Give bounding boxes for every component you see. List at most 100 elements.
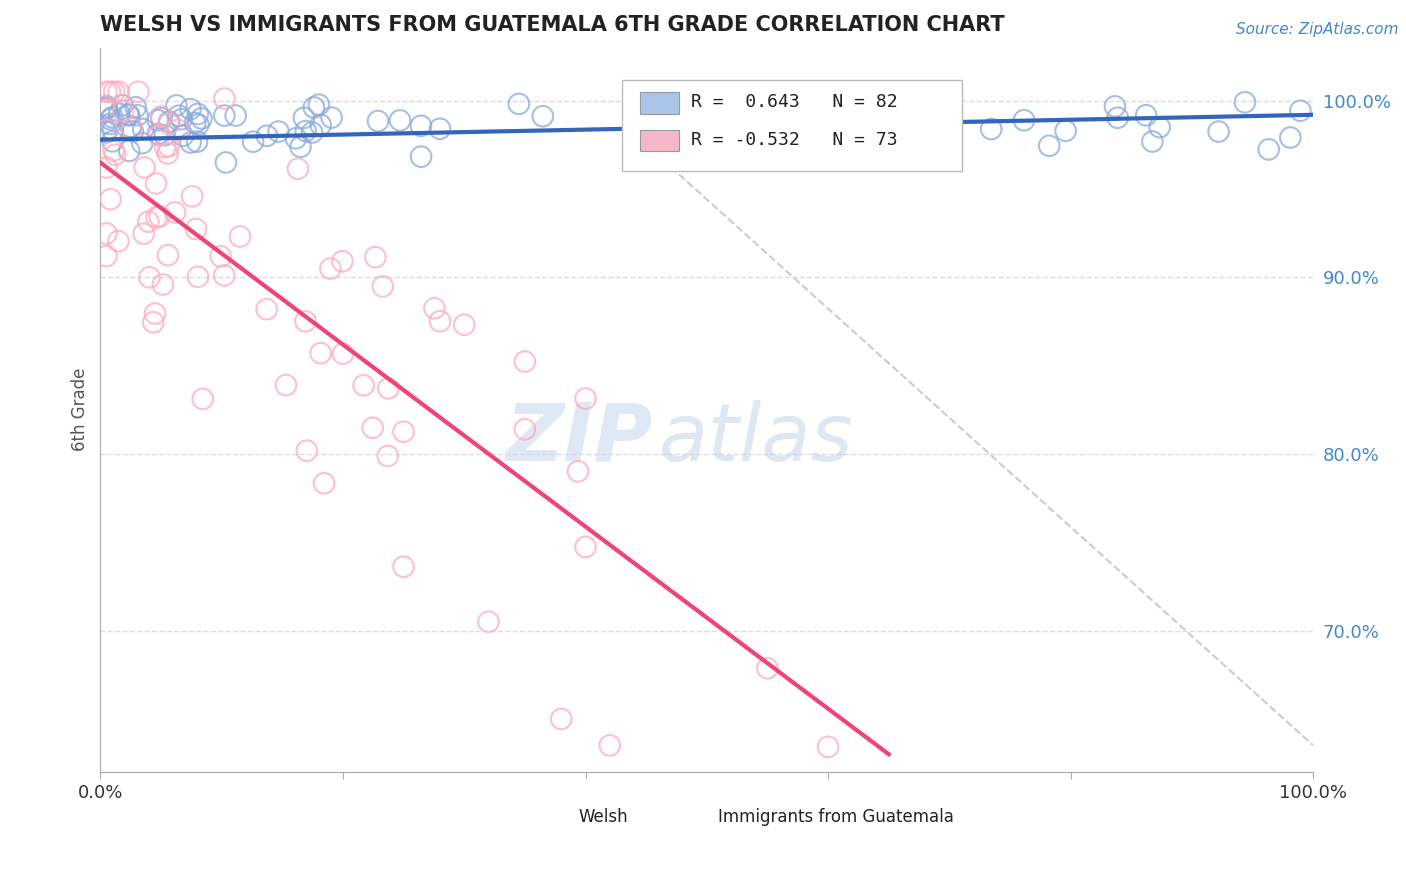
Point <box>104 147 127 161</box>
Point <box>142 315 165 329</box>
Point <box>166 98 188 112</box>
Point <box>423 301 446 316</box>
Point <box>922 110 945 124</box>
Point <box>1104 99 1126 113</box>
Point <box>157 114 180 128</box>
Point <box>367 114 389 128</box>
Point <box>150 111 173 125</box>
Text: R = -0.532   N = 73: R = -0.532 N = 73 <box>690 130 897 149</box>
Point <box>107 85 129 99</box>
Point <box>353 378 375 392</box>
Point <box>225 109 247 123</box>
Point <box>256 128 278 143</box>
Point <box>409 119 432 133</box>
Point <box>157 117 180 131</box>
Point <box>839 132 862 146</box>
Point <box>167 109 190 123</box>
Point <box>256 302 278 317</box>
Point <box>319 261 342 276</box>
Point <box>143 306 166 320</box>
Point <box>308 97 330 112</box>
Point <box>96 227 118 241</box>
Point <box>180 136 202 150</box>
FancyBboxPatch shape <box>537 807 568 826</box>
Point <box>101 134 124 148</box>
Point <box>574 392 596 406</box>
Point <box>132 227 155 241</box>
Point <box>96 102 118 116</box>
Point <box>513 422 536 436</box>
Point <box>242 135 264 149</box>
Point <box>187 107 209 121</box>
Point <box>550 712 572 726</box>
Point <box>1149 120 1171 135</box>
Point <box>117 107 139 121</box>
Point <box>229 229 252 244</box>
Point <box>96 249 118 263</box>
Point <box>274 378 297 392</box>
Point <box>157 139 180 153</box>
Point <box>170 112 193 127</box>
Point <box>121 121 143 136</box>
Point <box>145 210 167 224</box>
Point <box>179 102 201 116</box>
Point <box>145 177 167 191</box>
Point <box>599 739 621 753</box>
Point <box>96 85 118 99</box>
Point <box>96 99 118 113</box>
Point <box>655 135 678 149</box>
Point <box>163 205 186 219</box>
Point <box>156 146 179 161</box>
Point <box>100 192 122 206</box>
Point <box>364 250 387 264</box>
Point <box>96 123 118 137</box>
Point <box>1208 124 1230 138</box>
Point <box>294 124 316 138</box>
Point <box>101 123 124 137</box>
Point <box>1135 108 1157 122</box>
Point <box>209 249 232 263</box>
Point <box>138 270 160 285</box>
Point <box>138 214 160 228</box>
Point <box>301 126 323 140</box>
Point <box>429 314 451 328</box>
Point <box>287 161 309 176</box>
Text: Welsh: Welsh <box>578 808 628 826</box>
Point <box>1012 113 1035 128</box>
Point <box>184 116 207 130</box>
Point <box>321 111 343 125</box>
Point <box>98 112 121 127</box>
Point <box>98 85 121 99</box>
Point <box>146 127 169 141</box>
Point <box>167 123 190 137</box>
FancyBboxPatch shape <box>676 807 709 826</box>
Point <box>98 117 121 131</box>
Point <box>214 109 236 123</box>
Point <box>477 615 499 629</box>
Point <box>153 128 176 143</box>
Point <box>302 100 325 114</box>
Point <box>215 155 238 169</box>
FancyBboxPatch shape <box>621 80 962 170</box>
Point <box>409 150 432 164</box>
Point <box>1289 103 1312 118</box>
Text: ZIP: ZIP <box>505 400 652 478</box>
Point <box>309 118 332 132</box>
Point <box>294 314 316 328</box>
Point <box>172 128 194 143</box>
Point <box>332 254 354 268</box>
Point <box>377 381 399 395</box>
Point <box>108 107 131 121</box>
Point <box>513 354 536 368</box>
Point <box>96 161 118 175</box>
Point <box>531 109 554 123</box>
Point <box>131 136 153 151</box>
Point <box>309 346 332 360</box>
Point <box>121 124 143 138</box>
Point <box>927 118 949 132</box>
Text: WELSH VS IMMIGRANTS FROM GUATEMALA 6TH GRADE CORRELATION CHART: WELSH VS IMMIGRANTS FROM GUATEMALA 6TH G… <box>100 15 1005 35</box>
Point <box>103 85 125 99</box>
Point <box>756 661 779 675</box>
Point <box>112 103 135 118</box>
Point <box>429 121 451 136</box>
